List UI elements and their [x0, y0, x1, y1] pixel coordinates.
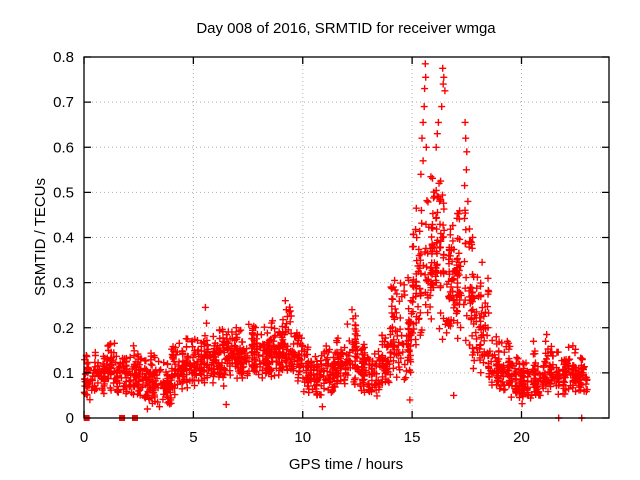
- grid-dotted-lines: [84, 57, 609, 418]
- scatter-plus-markers: [80, 60, 591, 422]
- tick-labels: 0 5 10 15 20 0 0.1 0.2 0.3 0.4 0.5 0.6 0.7 0.8: [53, 49, 530, 446]
- gridlines: [84, 57, 609, 418]
- tick-marks: [83, 56, 609, 419]
- y-tick-label: 0.1: [53, 365, 74, 382]
- y-axis-label: SRMTID / TECUs: [32, 178, 49, 296]
- x-tick-label: 20: [513, 429, 530, 446]
- y-tick-label: 0.3: [53, 275, 74, 292]
- x-tick-label: 10: [294, 429, 311, 446]
- y-tick-label: 0.8: [53, 49, 74, 66]
- chart-title: Day 008 of 2016, SRMTID for receiver wmg…: [196, 20, 496, 37]
- y-tick-label: 0.7: [53, 94, 74, 111]
- x-tick-label: 0: [80, 429, 88, 446]
- y-tick-label: 0: [66, 410, 74, 427]
- y-tick-label: 0.6: [53, 139, 74, 156]
- axes: [83, 56, 610, 419]
- y-tick-label: 0.2: [53, 320, 74, 337]
- data-points: [80, 60, 591, 422]
- x-axis-label: GPS time / hours: [289, 456, 403, 473]
- y-tick-label: 0.5: [53, 184, 74, 201]
- x-tick-label: 5: [189, 429, 197, 446]
- x-tick-label: 15: [404, 429, 421, 446]
- y-tick-label: 0.4: [53, 230, 74, 247]
